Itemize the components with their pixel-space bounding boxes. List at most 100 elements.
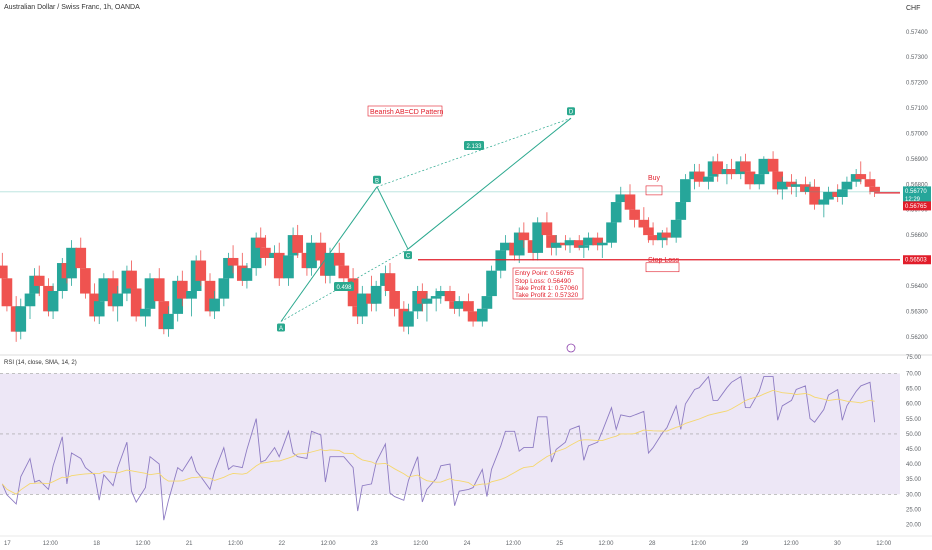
time-tick-label: 12:00	[321, 541, 337, 547]
candle-body	[347, 278, 359, 307]
candle-body	[776, 181, 788, 190]
candle-body	[444, 291, 456, 302]
candle-body	[47, 291, 59, 312]
last-price-tag: 0.56770	[905, 189, 927, 195]
candle-body	[638, 219, 650, 228]
event-marker-icon	[566, 343, 576, 353]
trade-info-stop: Stop Loss: 0.56490	[515, 278, 571, 285]
candle-body	[403, 311, 414, 327]
ratio-cd-label-box	[464, 141, 484, 150]
trade-info-entry: Entry Point: 0.56765	[515, 270, 574, 277]
time-tick-label: 25	[556, 541, 563, 547]
price-tick-label: 0.57000	[906, 131, 928, 137]
rsi-tick-label: 70.00	[906, 372, 922, 378]
candle-body	[24, 293, 36, 307]
rsi-tick-label: 30.00	[906, 492, 922, 498]
candle-body	[463, 301, 474, 312]
candle-body	[416, 291, 428, 304]
ratio-ab-label: 0.498	[336, 285, 352, 291]
candle-body	[740, 161, 751, 172]
candle-body	[324, 252, 336, 276]
candle-body	[703, 176, 714, 182]
candle-body	[693, 171, 705, 182]
candle-body	[726, 169, 737, 175]
candle-body	[1, 278, 13, 307]
candle-body	[250, 237, 262, 269]
rsi-title: RSI (14, close, SMA, 14, 2)	[4, 360, 77, 366]
countdown-tag-bg	[903, 194, 931, 204]
trade-info-tp2: Take Profit 2: 0.57320	[515, 292, 579, 299]
pattern-point-d: D	[569, 110, 574, 116]
candle-body	[227, 257, 239, 266]
price-tick-label: 0.57400	[906, 30, 928, 36]
pattern-point-c-marker	[404, 251, 412, 260]
candle-body	[195, 260, 207, 281]
candle-body	[583, 237, 594, 246]
stop-loss-label-box	[645, 262, 680, 273]
candle-body	[550, 242, 562, 248]
trade-info-tp1: Take Profit 1: 0.57060	[515, 285, 579, 292]
candle-body	[841, 181, 853, 190]
time-tick-label: 22	[278, 541, 285, 547]
candle-body	[241, 268, 253, 281]
candle-body	[809, 186, 820, 205]
pattern-point-b-marker	[373, 175, 381, 184]
time-tick-label: 30	[834, 541, 841, 547]
price-tick-label: 0.56600	[906, 233, 928, 239]
candle-body	[421, 298, 433, 304]
pattern-point-a-marker	[277, 323, 285, 332]
candle-body	[163, 313, 174, 330]
time-tick-label: 28	[649, 541, 656, 547]
candle-body	[93, 301, 105, 317]
time-tick-label: 23	[371, 541, 378, 547]
price-tick-label: 0.57300	[906, 55, 928, 61]
candle-body	[855, 174, 867, 180]
candle-body	[615, 194, 627, 203]
time-tick-label: 21	[186, 541, 193, 547]
rsi-tick-label: 20.00	[906, 522, 922, 528]
stop-price-tag: 0.56503	[905, 258, 927, 264]
price-tick-label: 0.56200	[906, 335, 928, 341]
pattern-leg-ab	[280, 186, 378, 322]
rsi-tick-label: 50.00	[906, 432, 922, 438]
candle-body	[107, 278, 119, 307]
candle-body	[356, 293, 368, 317]
buy-label: Buy	[648, 175, 661, 182]
candle-body	[315, 242, 327, 261]
candle-body	[818, 199, 830, 205]
candle-body	[98, 278, 110, 302]
pattern-leg-bc	[376, 186, 409, 250]
currency-label: CHF	[906, 5, 920, 12]
symbol-title: Australian Dollar / Swiss Franc, 1h, OAN…	[4, 4, 140, 11]
price-tick-label: 0.56800	[906, 182, 928, 188]
candle-body	[218, 278, 230, 299]
candle-body	[283, 255, 294, 279]
candle-body	[176, 280, 188, 299]
candle-body	[661, 232, 673, 238]
time-tick-label: 17	[4, 541, 11, 547]
candle-body	[333, 252, 345, 266]
candle-body	[140, 308, 151, 317]
pattern-point-d-marker	[567, 107, 575, 116]
rsi-tick-label: 55.00	[906, 417, 922, 423]
candle-body	[753, 174, 765, 185]
time-tick-label: 12:00	[691, 541, 707, 547]
candle-body	[33, 275, 45, 286]
candle-body	[481, 296, 493, 309]
time-tick-label: 12:00	[876, 541, 892, 547]
candle-body	[389, 291, 400, 309]
candle-body	[675, 202, 687, 220]
ratio-ab-label-box	[334, 282, 354, 291]
candle-body	[435, 291, 447, 297]
pattern-leg-cd	[407, 117, 572, 250]
candle-body	[130, 288, 142, 317]
candle-body	[647, 235, 659, 241]
candle-body	[564, 240, 576, 246]
candle-body	[744, 171, 756, 185]
candle-body	[112, 293, 124, 307]
rsi-tick-label: 65.00	[906, 387, 922, 393]
candle-body	[670, 219, 682, 238]
candle-body	[606, 222, 617, 243]
